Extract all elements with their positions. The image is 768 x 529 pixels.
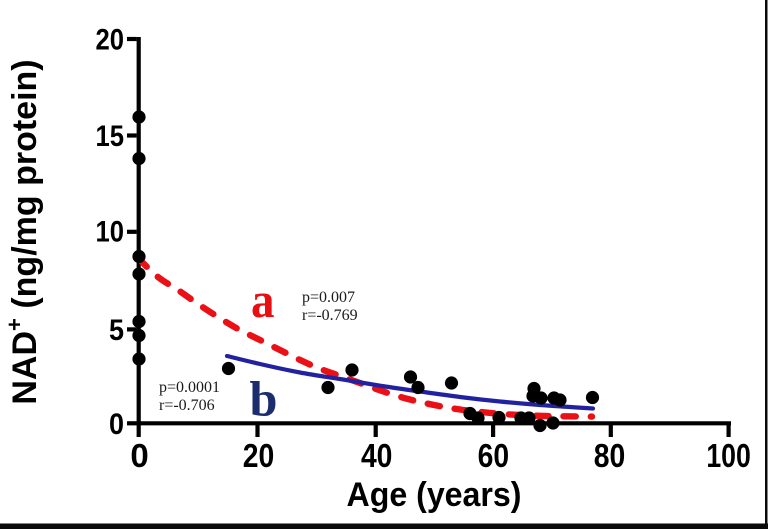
svg-text:NAD+ (ng/mg protein): NAD+ (ng/mg protein) (2, 59, 44, 404)
svg-text:0: 0 (109, 408, 124, 441)
svg-text:15: 15 (96, 120, 125, 153)
svg-text:Age (years): Age (years) (347, 476, 522, 514)
svg-text:p=0.0001: p=0.0001 (159, 379, 220, 396)
svg-text:a: a (251, 272, 275, 328)
svg-text:0: 0 (130, 437, 148, 474)
svg-text:r=-0.769: r=-0.769 (302, 307, 358, 324)
svg-text:20: 20 (243, 437, 275, 474)
svg-text:40: 40 (361, 437, 393, 474)
svg-text:20: 20 (96, 24, 125, 57)
svg-text:r=-0.706: r=-0.706 (159, 397, 215, 414)
svg-text:80: 80 (594, 437, 626, 474)
svg-text:b: b (250, 371, 278, 427)
svg-text:5: 5 (109, 314, 124, 347)
svg-text:60: 60 (478, 437, 510, 474)
svg-text:100: 100 (706, 437, 751, 474)
svg-text:p=0.007: p=0.007 (302, 289, 355, 306)
svg-text:10: 10 (96, 215, 125, 248)
